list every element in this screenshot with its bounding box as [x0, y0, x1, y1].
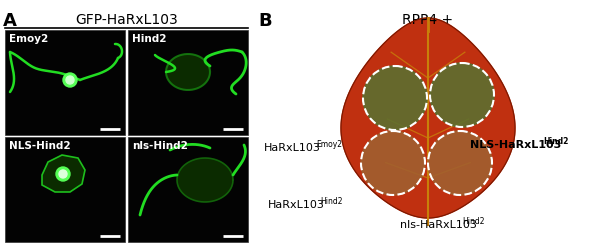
Text: Hind2: Hind2	[543, 136, 568, 146]
Bar	[128, 30, 248, 135]
Bar	[128, 137, 248, 242]
Polygon shape	[42, 155, 85, 192]
Circle shape	[59, 170, 67, 178]
Text: Emoy2: Emoy2	[9, 34, 48, 44]
Bar	[5, 137, 125, 242]
Text: HaRxL103: HaRxL103	[264, 143, 321, 153]
Polygon shape	[361, 131, 425, 195]
Text: Hind2: Hind2	[462, 217, 485, 225]
Polygon shape	[430, 63, 494, 127]
Text: Hind2: Hind2	[320, 196, 343, 206]
Text: HaRxL103: HaRxL103	[268, 200, 325, 210]
Text: nls-Hind2: nls-Hind2	[132, 141, 188, 151]
Text: NLS-Hind2: NLS-Hind2	[9, 141, 71, 151]
Text: Emoy2: Emoy2	[316, 139, 342, 148]
Polygon shape	[341, 18, 515, 218]
Polygon shape	[166, 54, 210, 90]
Circle shape	[56, 167, 70, 181]
Bar	[5, 30, 125, 135]
Text: A: A	[3, 12, 17, 30]
Text: Hind2: Hind2	[132, 34, 167, 44]
Text: GFP-HaRxL103: GFP-HaRxL103	[75, 13, 178, 27]
Text: B: B	[258, 12, 272, 30]
Text: nls-HaRxL103: nls-HaRxL103	[400, 220, 477, 230]
Polygon shape	[363, 66, 427, 130]
Circle shape	[63, 73, 77, 87]
Polygon shape	[177, 158, 233, 202]
Circle shape	[66, 76, 74, 84]
Polygon shape	[428, 131, 492, 195]
Text: NLS-HaRxL103: NLS-HaRxL103	[470, 140, 561, 150]
Text: RPP4 +: RPP4 +	[403, 13, 454, 27]
